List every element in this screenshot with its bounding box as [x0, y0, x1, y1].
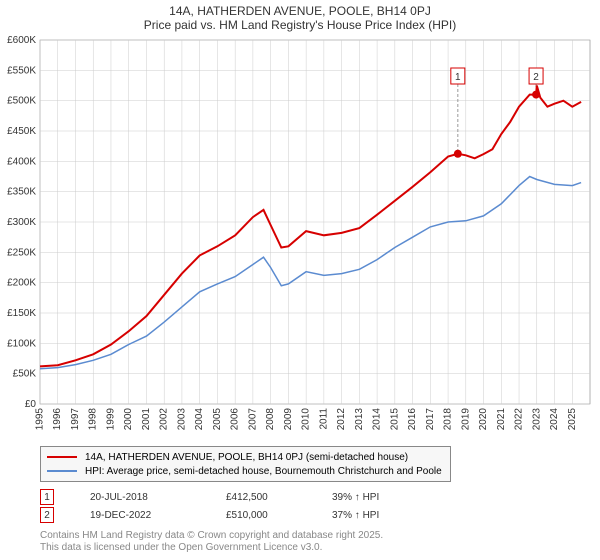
svg-text:£500K: £500K — [7, 96, 36, 107]
legend-label: 14A, HATHERDEN AVENUE, POOLE, BH14 0PJ (… — [85, 452, 408, 463]
marker-badge: 1 — [40, 489, 54, 505]
svg-text:£350K: £350K — [7, 187, 36, 198]
svg-text:2002: 2002 — [159, 408, 170, 431]
svg-text:2003: 2003 — [176, 408, 187, 431]
marker-pct: 39% ↑ HPI — [332, 492, 412, 503]
marker-price: £412,500 — [226, 492, 296, 503]
chart-subtitle: Price paid vs. HM Land Registry's House … — [0, 18, 600, 34]
svg-text:1: 1 — [455, 72, 461, 83]
marker-table: 1 20-JUL-2018 £412,500 39% ↑ HPI 2 19-DEC-202… — [40, 488, 600, 524]
svg-text:2006: 2006 — [230, 408, 241, 431]
marker-badge: 2 — [40, 507, 54, 523]
svg-text:£150K: £150K — [7, 308, 36, 319]
svg-text:1998: 1998 — [88, 408, 99, 431]
svg-text:2: 2 — [533, 72, 539, 83]
chart-title: 14A, HATHERDEN AVENUE, POOLE, BH14 0PJ — [0, 0, 600, 18]
svg-text:£300K: £300K — [7, 217, 36, 228]
svg-text:£550K: £550K — [7, 65, 36, 76]
marker-price: £510,000 — [226, 510, 296, 521]
svg-text:£50K: £50K — [13, 369, 37, 380]
legend: 14A, HATHERDEN AVENUE, POOLE, BH14 0PJ (… — [40, 446, 451, 482]
svg-text:2024: 2024 — [549, 408, 560, 431]
legend-item: 14A, HATHERDEN AVENUE, POOLE, BH14 0PJ (… — [47, 450, 442, 464]
line-chart: £0£50K£100K£150K£200K£250K£300K£350K£400… — [0, 34, 600, 442]
attribution: Contains HM Land Registry data © Crown c… — [40, 530, 600, 554]
svg-text:2020: 2020 — [478, 408, 489, 431]
svg-text:1999: 1999 — [105, 408, 116, 431]
svg-text:2018: 2018 — [443, 408, 454, 431]
svg-text:2017: 2017 — [425, 408, 436, 431]
legend-swatch — [47, 470, 77, 472]
marker-date: 19-DEC-2022 — [90, 510, 190, 521]
marker-row: 1 20-JUL-2018 £412,500 39% ↑ HPI — [40, 488, 600, 506]
legend-swatch — [47, 456, 77, 458]
svg-text:1996: 1996 — [52, 408, 63, 431]
legend-label: HPI: Average price, semi-detached house,… — [85, 466, 442, 477]
svg-text:£400K: £400K — [7, 156, 36, 167]
chart-area: £0£50K£100K£150K£200K£250K£300K£350K£400… — [0, 34, 600, 442]
svg-text:2007: 2007 — [247, 408, 258, 431]
svg-text:1995: 1995 — [35, 408, 46, 431]
svg-text:2021: 2021 — [496, 408, 507, 431]
svg-text:£100K: £100K — [7, 338, 36, 349]
svg-text:2016: 2016 — [407, 408, 418, 431]
marker-pct: 37% ↑ HPI — [332, 510, 412, 521]
svg-text:2011: 2011 — [318, 408, 329, 430]
svg-text:£200K: £200K — [7, 278, 36, 289]
svg-text:2000: 2000 — [123, 408, 134, 431]
svg-text:2019: 2019 — [460, 408, 471, 431]
svg-text:2008: 2008 — [265, 408, 276, 431]
svg-text:2025: 2025 — [567, 408, 578, 431]
svg-text:2005: 2005 — [212, 408, 223, 431]
svg-text:2004: 2004 — [194, 408, 205, 431]
svg-text:2022: 2022 — [514, 408, 525, 431]
attribution-line1: Contains HM Land Registry data © Crown c… — [40, 530, 600, 542]
svg-text:£600K: £600K — [7, 35, 36, 46]
svg-text:2009: 2009 — [283, 408, 294, 431]
svg-text:2015: 2015 — [389, 408, 400, 431]
svg-text:2012: 2012 — [336, 408, 347, 431]
attribution-line2: This data is licensed under the Open Gov… — [40, 542, 600, 554]
svg-text:2014: 2014 — [372, 408, 383, 431]
marker-date: 20-JUL-2018 — [90, 492, 190, 503]
svg-text:1997: 1997 — [70, 408, 81, 431]
marker-row: 2 19-DEC-2022 £510,000 37% ↑ HPI — [40, 506, 600, 524]
svg-text:2023: 2023 — [531, 408, 542, 431]
svg-text:£250K: £250K — [7, 247, 36, 258]
legend-item: HPI: Average price, semi-detached house,… — [47, 464, 442, 478]
svg-text:2001: 2001 — [141, 408, 152, 431]
svg-text:£450K: £450K — [7, 126, 36, 137]
svg-text:2013: 2013 — [354, 408, 365, 431]
svg-text:2010: 2010 — [301, 408, 312, 431]
